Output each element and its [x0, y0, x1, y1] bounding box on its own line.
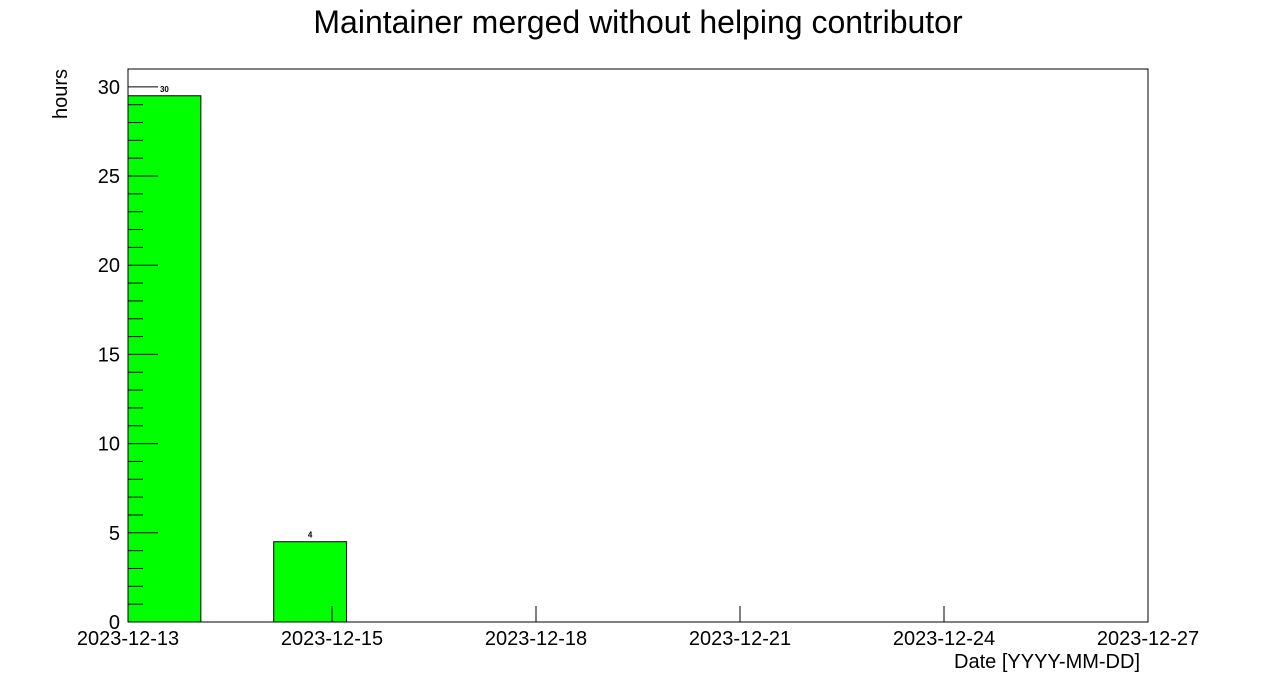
- y-tick-label: 5: [109, 523, 120, 545]
- y-axis-label: hours: [50, 69, 72, 119]
- x-tick-label: 2023-12-13: [77, 628, 179, 650]
- x-tick-label: 2023-12-18: [485, 628, 587, 650]
- bar-value-label: 4: [308, 531, 313, 540]
- x-tick-label: 2023-12-24: [893, 628, 995, 650]
- x-axis-label: Date [YYYY-MM-DD]: [954, 651, 1140, 673]
- bar-value-label: 30: [160, 85, 169, 94]
- x-tick-label: 2023-12-15: [281, 628, 383, 650]
- y-tick-label: 20: [98, 255, 120, 277]
- bar: [127, 95, 202, 623]
- chart-title: Maintainer merged without helping contri…: [313, 4, 963, 40]
- x-tick-label: 2023-12-21: [689, 628, 791, 650]
- bars-layer: 30 4: [127, 85, 348, 623]
- bar: [273, 541, 348, 623]
- y-tick-label: 25: [98, 166, 120, 188]
- x-tick-label: 2023-12-27: [1097, 628, 1199, 650]
- y-tick-label: 15: [98, 344, 120, 366]
- y-tick-label: 0: [109, 612, 120, 634]
- y-tick-label: 10: [98, 434, 120, 456]
- plot-frame: [127, 68, 1149, 623]
- axes-layer: 0 5 10 15 20 25 30 2023-12-13 2023-12-15 2023-12-…: [77, 77, 1199, 650]
- y-tick-label: 30: [98, 77, 120, 99]
